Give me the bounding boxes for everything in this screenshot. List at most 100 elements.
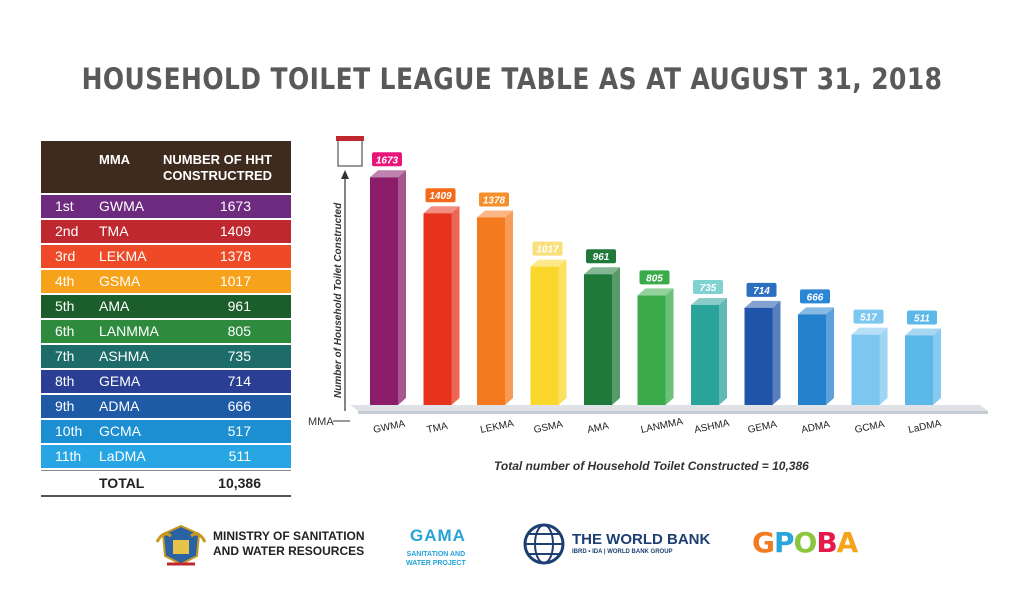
- bar-side: [772, 300, 781, 405]
- row-mma: TMA: [99, 223, 129, 239]
- category-label: ADMA: [800, 419, 831, 436]
- row-rank: 8th: [55, 373, 75, 389]
- table-row: 1st GWMA 1673: [41, 195, 291, 218]
- bar-side: [451, 206, 460, 405]
- table-header: MMA NUMBER OF HHT CONSTRUCTRED: [41, 141, 291, 193]
- header-mma: MMA: [99, 152, 131, 167]
- gama-sub-line2: WATER PROJECT: [406, 560, 466, 567]
- value-label-badge: [532, 241, 563, 256]
- gpoba-letter: P: [773, 526, 795, 559]
- row-mma: LANMMA: [99, 323, 159, 339]
- category-label: LaDMA: [907, 418, 942, 436]
- gama-sub-line1: SANITATION AND: [406, 551, 466, 558]
- category-label: TMA: [426, 421, 449, 436]
- table-row: 3rd LEKMA 1378: [41, 245, 291, 268]
- value-label: 517: [860, 313, 877, 324]
- bar-top: [637, 288, 674, 296]
- ghana-coat-of-arms-logo: [155, 524, 207, 566]
- bar-top: [530, 259, 567, 267]
- world-bank-logo: THE WORLD BANK: [572, 531, 711, 548]
- category-label: GEMA: [747, 419, 778, 436]
- bar: [584, 274, 612, 405]
- bar-top: [584, 267, 620, 275]
- bar: [423, 213, 452, 405]
- bar-top: [905, 328, 941, 336]
- table-body: 1st GWMA 1673 2nd TMA 1409 3rd LEKMA 1378 4th GSMA…: [41, 195, 291, 468]
- bar-side: [719, 297, 727, 405]
- row-value: 1673: [219, 198, 251, 214]
- bar-side: [826, 307, 834, 405]
- value-label-badge: [907, 310, 937, 325]
- bar-side: [505, 210, 513, 405]
- row-value: 1409: [219, 223, 251, 239]
- gpoba-letter: A: [836, 526, 859, 559]
- category-label: AMA: [586, 421, 610, 436]
- bar: [477, 217, 505, 405]
- bar-top: [691, 297, 727, 305]
- gpoba-letter: B: [816, 526, 837, 559]
- bar: [691, 304, 719, 405]
- table-row: 5th AMA 961: [41, 295, 291, 318]
- header-number: NUMBER OF HHT CONSTRUCTRED: [163, 152, 273, 183]
- table-row: 10th GCMA 517: [41, 420, 291, 443]
- row-rank: 9th: [55, 398, 75, 414]
- gama-logo: GAMA: [410, 526, 466, 545]
- y-axis-arrow: [341, 170, 349, 179]
- row-value: 511: [228, 448, 251, 464]
- value-label: 666: [807, 292, 824, 303]
- bar: [530, 266, 559, 405]
- row-mma: ADMA: [99, 398, 140, 414]
- world-bank-subtitle: IBRD • IDA | WORLD BANK GROUP: [572, 549, 673, 555]
- row-rank: 11th: [55, 448, 82, 464]
- bar-top: [423, 206, 460, 214]
- ministry-line1: MINISTRY OF SANITATION: [213, 529, 365, 543]
- value-label-badge: [639, 270, 670, 285]
- bar-side: [879, 327, 888, 405]
- table-row: 11th LaDMA 511: [41, 445, 291, 468]
- world-bank-globe-icon: [523, 523, 565, 565]
- row-rank: 4th: [55, 273, 75, 289]
- bar-chart: Number of Household Toilet Constructed MM…: [308, 136, 988, 436]
- bar-top: [370, 170, 406, 178]
- value-label: 1409: [429, 191, 452, 202]
- table-row: 7th ASHMA 735: [41, 345, 291, 368]
- bar: [798, 314, 826, 405]
- row-mma: ASHMA: [99, 348, 149, 364]
- row-rank: 7th: [55, 348, 75, 364]
- row-mma: LEKMA: [99, 248, 147, 264]
- row-value: 666: [227, 398, 251, 414]
- bar-side: [665, 288, 674, 405]
- value-label-badge: [586, 249, 616, 264]
- row-mma: GSMA: [99, 273, 141, 289]
- row-mma: GEMA: [99, 373, 141, 389]
- value-label: 1673: [376, 155, 399, 166]
- toilet-icon: [337, 139, 363, 167]
- row-value: 517: [227, 423, 251, 439]
- category-label: ASHMA: [693, 418, 730, 436]
- row-rank: 6th: [55, 323, 75, 339]
- row-value: 961: [227, 298, 251, 314]
- value-label-badge: [746, 282, 777, 297]
- bar-top: [477, 210, 513, 218]
- y-axis-label: Number of Household Toilet Constructed: [333, 202, 344, 398]
- category-label: GCMA: [854, 419, 886, 436]
- value-label-badge: [800, 289, 830, 304]
- category-label: LEKMA: [479, 418, 515, 436]
- table-total-row: TOTAL 10,386: [41, 470, 291, 497]
- bar: [370, 177, 398, 405]
- value-label: 735: [700, 283, 717, 294]
- ministry-line2: AND WATER RESOURCES: [213, 544, 365, 558]
- total-value: 10,386: [218, 475, 261, 491]
- table-row: 4th GSMA 1017: [41, 270, 291, 293]
- category-label: GWMA: [372, 418, 406, 436]
- value-label: 961: [593, 252, 610, 263]
- value-label-badge: [853, 309, 884, 324]
- bar-top: [851, 327, 888, 335]
- row-mma: LaDMA: [99, 448, 146, 464]
- row-value: 805: [227, 323, 251, 339]
- category-label: LANMMA: [640, 416, 684, 436]
- row-rank: 1st: [55, 198, 74, 214]
- category-label: GSMA: [533, 419, 564, 436]
- gama-subtitle: SANITATION AND WATER PROJECT: [406, 550, 466, 568]
